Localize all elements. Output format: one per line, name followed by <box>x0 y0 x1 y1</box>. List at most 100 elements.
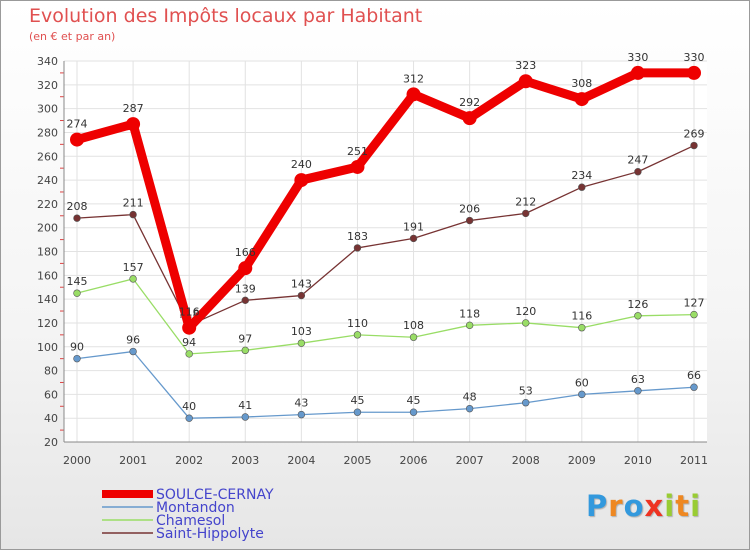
series-line-chamesol <box>76 278 695 355</box>
y-tick-label: 300 <box>37 103 58 116</box>
data-label-montandon: 43 <box>294 397 308 410</box>
series-line-soulce-cernay <box>72 68 699 333</box>
chart-title: Evolution des Impôts locaux par Habitant <box>29 5 423 27</box>
data-label-montandon: 63 <box>631 373 645 386</box>
data-point-soulce-cernay <box>406 87 421 102</box>
x-tick-label: 2002 <box>175 454 203 467</box>
data-point-chamesol <box>690 310 698 319</box>
data-label-montandon: 60 <box>575 376 589 389</box>
data-point-soulce-cernay <box>182 320 197 335</box>
data-label-saint-hippolyte: 234 <box>571 169 592 182</box>
data-point-soulce-cernay <box>687 65 701 80</box>
proxiti-logo: Proxiti <box>586 489 701 523</box>
logo-letter: i <box>690 489 702 523</box>
data-label-saint-hippolyte: 269 <box>684 128 705 141</box>
data-label-soulce-cernay: 240 <box>291 158 312 171</box>
data-label-soulce-cernay: 166 <box>235 246 256 259</box>
data-point-saint-hippolyte <box>465 216 474 225</box>
data-label-chamesol: 110 <box>347 317 368 330</box>
data-label-saint-hippolyte: 191 <box>403 220 424 233</box>
data-point-soulce-cernay <box>238 261 253 276</box>
data-label-saint-hippolyte: 139 <box>235 282 256 295</box>
data-label-chamesol: 108 <box>403 319 424 332</box>
data-point-soulce-cernay <box>70 132 84 147</box>
logo-letter: o <box>623 489 645 523</box>
data-label-soulce-cernay: 330 <box>627 51 648 64</box>
data-label-saint-hippolyte: 247 <box>627 154 648 167</box>
data-label-montandon: 96 <box>126 334 140 347</box>
data-label-chamesol: 126 <box>627 298 648 311</box>
x-tick-label: 2004 <box>287 454 315 467</box>
data-point-montandon <box>465 404 474 413</box>
data-point-soulce-cernay <box>462 111 477 126</box>
data-label-chamesol: 145 <box>67 275 88 288</box>
data-point-soulce-cernay <box>294 173 309 188</box>
logo-letter: P <box>586 489 609 523</box>
legend-label-soulce-cernay: SOULCE-CERNAY <box>156 487 274 503</box>
legend-label-montandon: Montandon <box>156 500 235 516</box>
data-label-chamesol: 103 <box>291 325 312 338</box>
data-point-saint-hippolyte <box>578 183 586 191</box>
data-label-montandon: 90 <box>70 341 84 354</box>
data-point-saint-hippolyte <box>353 244 362 252</box>
data-point-chamesol <box>353 331 362 339</box>
data-label-montandon: 41 <box>238 399 252 412</box>
data-label-soulce-cernay: 330 <box>684 51 705 64</box>
data-label-chamesol: 157 <box>123 261 144 274</box>
data-point-montandon <box>297 410 306 419</box>
y-tick-label: 260 <box>37 150 58 163</box>
data-point-chamesol <box>185 350 193 358</box>
data-label-chamesol: 94 <box>182 336 196 349</box>
data-label-chamesol: 127 <box>684 297 705 310</box>
data-label-montandon: 48 <box>463 391 477 404</box>
data-point-soulce-cernay <box>630 65 645 80</box>
data-point-chamesol <box>409 333 418 341</box>
data-label-saint-hippolyte: 208 <box>67 200 88 213</box>
data-point-soulce-cernay <box>126 117 141 132</box>
x-tick-label: 2007 <box>456 454 484 467</box>
y-tick-label: 340 <box>37 55 58 68</box>
data-point-montandon <box>578 390 586 399</box>
data-label-soulce-cernay: 312 <box>403 72 424 85</box>
data-point-montandon <box>185 414 193 422</box>
data-point-chamesol <box>73 289 81 297</box>
y-tick-label: 20 <box>44 436 58 449</box>
data-label-montandon: 53 <box>519 385 533 398</box>
legend-label-chamesol: Chamesol <box>156 513 225 529</box>
x-tick-label: 2000 <box>63 454 91 467</box>
data-point-chamesol <box>465 321 474 330</box>
logo-letter: i <box>664 489 676 523</box>
y-tick-label: 280 <box>37 126 58 139</box>
y-tick-label: 180 <box>37 246 58 259</box>
data-label-soulce-cernay: 292 <box>459 96 480 109</box>
data-point-montandon <box>353 408 362 416</box>
y-tick-label: 40 <box>44 412 58 425</box>
data-label-saint-hippolyte: 206 <box>459 203 480 216</box>
data-label-soulce-cernay: 274 <box>67 118 88 131</box>
data-label-montandon: 40 <box>182 400 196 413</box>
x-tick-label: 2008 <box>512 454 540 467</box>
x-tick-label: 2001 <box>119 454 147 467</box>
data-label-saint-hippolyte: 211 <box>123 197 144 210</box>
y-tick-label: 120 <box>37 317 58 330</box>
data-point-chamesol <box>297 339 306 347</box>
logo-letter: t <box>675 489 691 523</box>
data-label-soulce-cernay: 251 <box>347 145 368 158</box>
data-point-montandon <box>634 387 642 395</box>
data-label-soulce-cernay: 116 <box>179 306 200 319</box>
data-point-montandon <box>241 413 249 421</box>
data-point-saint-hippolyte <box>241 296 249 305</box>
x-tick-label: 2005 <box>343 454 371 467</box>
data-point-montandon <box>690 383 698 391</box>
data-label-montandon: 45 <box>407 394 421 407</box>
data-point-chamesol <box>241 346 249 355</box>
x-tick-label: 2011 <box>680 454 708 467</box>
data-point-saint-hippolyte <box>409 234 418 243</box>
data-point-soulce-cernay <box>518 74 533 89</box>
data-label-montandon: 66 <box>687 369 701 382</box>
data-label-montandon: 45 <box>350 394 364 407</box>
y-tick-label: 140 <box>37 293 58 306</box>
data-point-chamesol <box>578 324 586 332</box>
logo-letter: r <box>608 489 624 523</box>
data-label-chamesol: 116 <box>571 310 592 323</box>
